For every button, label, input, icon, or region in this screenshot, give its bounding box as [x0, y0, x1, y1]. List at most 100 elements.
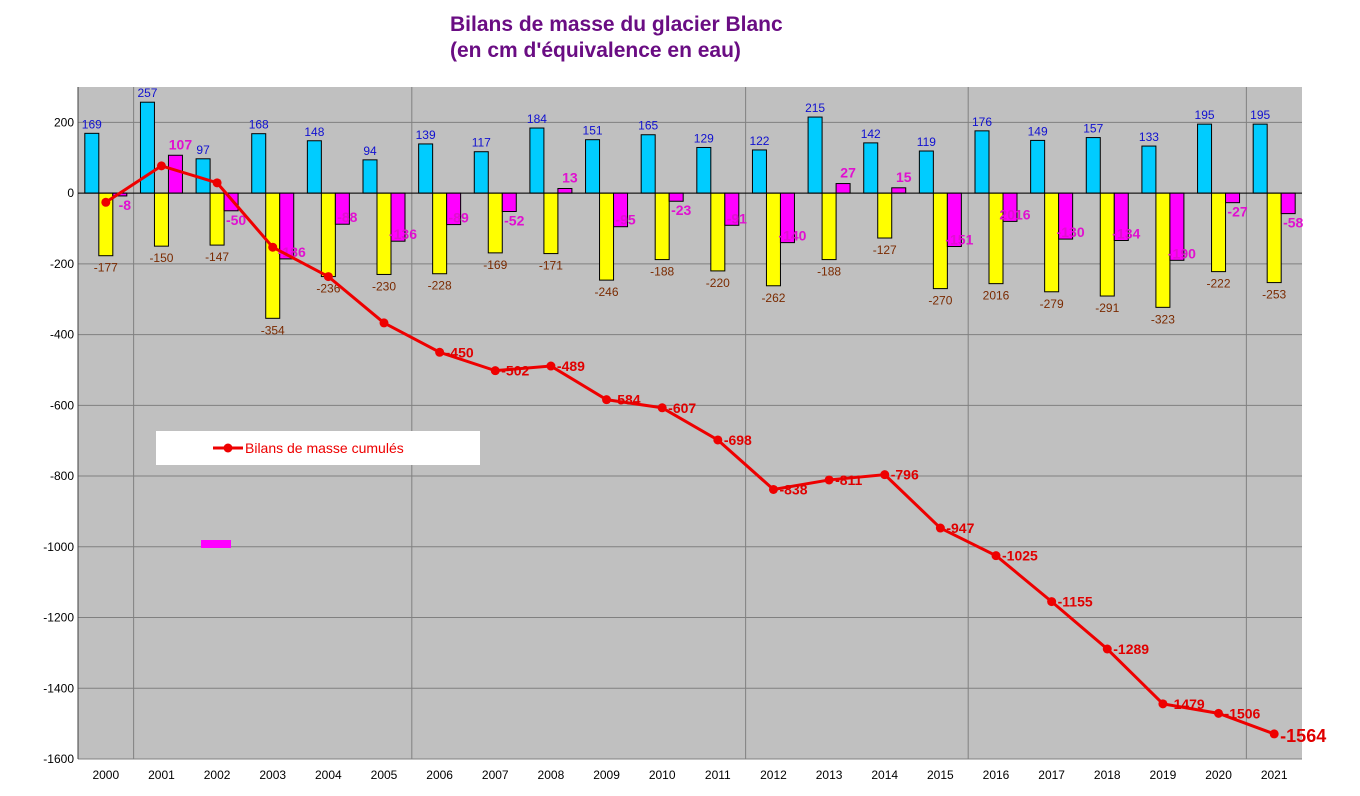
annual-bar — [668, 192, 684, 202]
winter-value-label: 149 — [1028, 124, 1048, 138]
winter-value-label: 176 — [972, 115, 992, 129]
legend-marker — [223, 443, 233, 453]
x-tick-label: 2009 — [593, 768, 620, 782]
winter-value-label: 97 — [196, 143, 210, 157]
winter-bar — [585, 139, 601, 194]
annual-value-label: 2016 — [999, 206, 1030, 222]
y-tick-label: 0 — [67, 186, 74, 200]
cumulative-point — [101, 197, 111, 207]
cumulative-value-label: -1479 — [1169, 696, 1205, 712]
winter-bar — [306, 140, 322, 194]
cumulative-value-label: -1564 — [1280, 726, 1326, 746]
winter-value-label: 129 — [694, 131, 714, 145]
winter-bar — [807, 116, 823, 194]
winter-value-label: 184 — [527, 112, 547, 126]
summer-value-label: -279 — [1040, 297, 1064, 311]
cumulative-value-label: -838 — [779, 481, 807, 497]
winter-bar — [1030, 139, 1046, 194]
annual-value-label: -88 — [337, 209, 357, 225]
winter-bar — [84, 132, 100, 194]
y-tick-label: -600 — [50, 398, 74, 412]
winter-value-label: 133 — [1139, 130, 1159, 144]
cumulative-value-label: -489 — [557, 358, 585, 374]
summer-bar — [1211, 192, 1227, 273]
winter-bar — [1085, 137, 1101, 194]
summer-value-label: -220 — [706, 276, 730, 290]
cumulative-point — [1102, 644, 1112, 654]
x-tick-label: 2014 — [871, 768, 898, 782]
cumulative-value-label: -607 — [668, 400, 696, 416]
winter-value-label: 168 — [249, 118, 269, 132]
annual-value-label: -91 — [727, 210, 747, 226]
x-tick-label: 2017 — [1038, 768, 1065, 782]
y-tick-label: -800 — [50, 469, 74, 483]
summer-bar — [153, 192, 169, 247]
summer-bar — [1044, 192, 1060, 293]
x-tick-label: 2010 — [649, 768, 676, 782]
x-tick-label: 2012 — [760, 768, 787, 782]
cumulative-line — [104, 164, 1275, 736]
cumulative-value-label: -1289 — [1113, 641, 1149, 657]
summer-value-label: -171 — [539, 259, 563, 273]
cumulative-value-label: -1506 — [1225, 705, 1261, 721]
annual-bar — [835, 183, 851, 194]
winter-value-label: 94 — [363, 144, 377, 158]
summer-value-label: -354 — [261, 323, 285, 337]
winter-value-label: 257 — [137, 86, 157, 100]
summer-value-label: -323 — [1151, 312, 1175, 326]
x-tick-label: 2018 — [1094, 768, 1121, 782]
annual-value-label: -190 — [1168, 245, 1196, 261]
magenta-artifact — [201, 540, 231, 548]
summer-bar — [654, 192, 670, 261]
summer-bar — [599, 192, 615, 281]
winter-value-label: 117 — [472, 136, 491, 150]
cumulative-value-label: -947 — [946, 520, 974, 536]
summer-value-label: -177 — [94, 261, 118, 275]
winter-value-label: 151 — [583, 124, 603, 138]
annual-bar — [891, 187, 907, 194]
cumulative-point — [713, 435, 723, 445]
annual-value-label: -23 — [671, 202, 691, 218]
cumulative-point — [602, 395, 612, 405]
cumulative-point — [1158, 699, 1168, 709]
winter-value-label: 139 — [416, 128, 436, 142]
annual-value-label: 107 — [169, 136, 193, 152]
cumulative-point — [824, 475, 834, 485]
winter-value-label: 215 — [805, 101, 825, 115]
cumulative-point — [935, 523, 945, 533]
cumulative-point — [435, 347, 445, 357]
chart-title-line-1: Bilans de masse du glacier Blanc — [450, 13, 783, 36]
summer-value-label: -270 — [928, 294, 952, 308]
winter-value-label: 148 — [304, 125, 324, 139]
winter-bar — [751, 149, 767, 194]
annual-value-label: -186 — [278, 244, 306, 260]
winter-value-label: 169 — [82, 117, 102, 131]
y-tick-label: -1000 — [43, 540, 74, 554]
winter-value-label: 165 — [638, 119, 658, 133]
summer-value-label: -188 — [817, 265, 841, 279]
annual-value-label: 27 — [840, 165, 856, 181]
summer-bar — [1099, 192, 1115, 297]
winter-bar — [418, 143, 434, 194]
cumulative-point — [991, 551, 1001, 561]
winter-bar — [529, 127, 545, 194]
x-tick-label: 2007 — [482, 768, 509, 782]
cumulative-value-label: -796 — [891, 467, 919, 483]
x-tick-label: 2005 — [371, 768, 398, 782]
summer-value-label: -291 — [1095, 301, 1119, 315]
annual-value-label: 15 — [896, 169, 912, 185]
x-tick-label: 2008 — [538, 768, 565, 782]
chart-title-line-2: (en cm d'équivalence en eau) — [450, 39, 741, 62]
winter-value-label: 195 — [1195, 108, 1215, 122]
annual-value-label: -136 — [389, 226, 417, 242]
annual-value-label: -52 — [504, 212, 524, 228]
cumulative-point — [490, 366, 500, 376]
annual-value-label: -134 — [1112, 225, 1140, 241]
cumulative-point — [880, 470, 890, 480]
annual-bar — [167, 154, 183, 194]
cumulative-value-label: -811 — [835, 472, 862, 488]
annual-value-label: -8 — [119, 197, 132, 213]
cumulative-value-label: -502 — [501, 363, 529, 379]
x-tick-label: 2011 — [705, 768, 731, 782]
cumulative-point — [1214, 708, 1224, 718]
